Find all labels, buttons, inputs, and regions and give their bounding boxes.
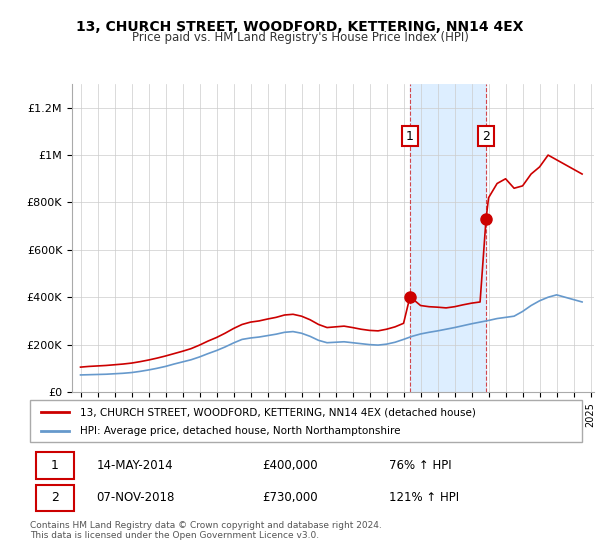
Text: 1: 1 — [51, 459, 59, 472]
Text: 13, CHURCH STREET, WOODFORD, KETTERING, NN14 4EX: 13, CHURCH STREET, WOODFORD, KETTERING, … — [76, 20, 524, 34]
Text: 07-NOV-2018: 07-NOV-2018 — [96, 491, 175, 504]
Text: 2: 2 — [482, 129, 490, 143]
Text: Price paid vs. HM Land Registry's House Price Index (HPI): Price paid vs. HM Land Registry's House … — [131, 31, 469, 44]
Text: 121% ↑ HPI: 121% ↑ HPI — [389, 491, 459, 504]
Text: £730,000: £730,000 — [262, 491, 317, 504]
Text: 13, CHURCH STREET, WOODFORD, KETTERING, NN14 4EX (detached house): 13, CHURCH STREET, WOODFORD, KETTERING, … — [80, 407, 476, 417]
Text: Contains HM Land Registry data © Crown copyright and database right 2024.
This d: Contains HM Land Registry data © Crown c… — [30, 521, 382, 540]
Text: HPI: Average price, detached house, North Northamptonshire: HPI: Average price, detached house, Nort… — [80, 426, 400, 436]
Text: 1: 1 — [406, 129, 414, 143]
FancyBboxPatch shape — [35, 484, 74, 511]
Text: 14-MAY-2014: 14-MAY-2014 — [96, 459, 173, 472]
Bar — [410, 84, 486, 392]
Text: 2: 2 — [51, 491, 59, 504]
FancyBboxPatch shape — [30, 400, 582, 442]
Text: £400,000: £400,000 — [262, 459, 317, 472]
FancyBboxPatch shape — [35, 452, 74, 479]
Text: 76% ↑ HPI: 76% ↑ HPI — [389, 459, 451, 472]
